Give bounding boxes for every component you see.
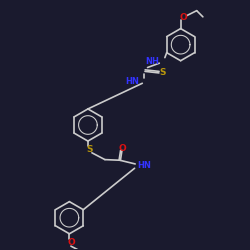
Text: O: O bbox=[180, 13, 188, 22]
Text: O: O bbox=[119, 144, 127, 153]
Text: S: S bbox=[86, 145, 93, 154]
Text: S: S bbox=[160, 68, 166, 77]
Text: HN: HN bbox=[138, 161, 151, 170]
Text: NH: NH bbox=[146, 57, 160, 66]
Text: HN: HN bbox=[125, 77, 139, 86]
Text: O: O bbox=[67, 238, 75, 247]
